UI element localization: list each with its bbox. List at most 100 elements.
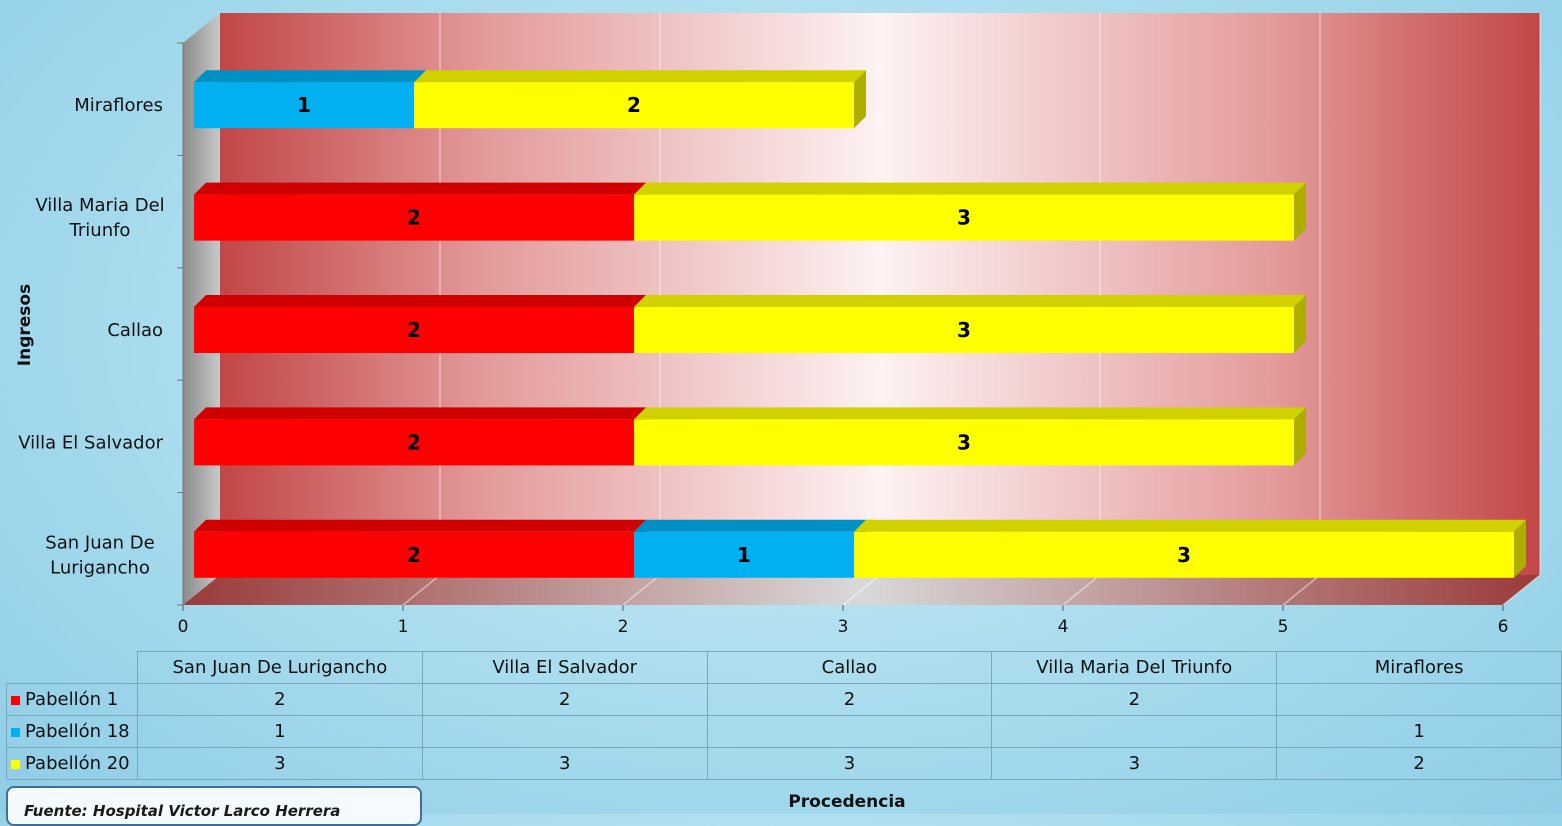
table-column-header: Villa El Salvador [421,651,708,684]
bar-front-face [194,307,634,353]
x-axis-title: Procedencia [788,792,906,812]
legend-swatch [11,759,20,769]
bar-value-label: 1 [297,93,311,117]
bar-segment [634,407,1306,466]
bar-front-face [194,419,634,466]
bars [194,70,1526,578]
bar-front-face [194,82,414,129]
x-tick-label: 4 [1058,617,1069,637]
x-tick-label: 2 [618,617,629,637]
legend-entry: Pabellón 18 [6,715,138,748]
bar-top-face [194,519,646,532]
table-cell: 1 [1276,715,1562,748]
gridline [622,574,661,606]
bar-top-face [634,519,866,532]
y-category-label: Villa Maria Del [35,195,164,216]
bar-side-face [1294,295,1306,353]
bar-top-face [634,182,1306,195]
bar-value-label: 2 [407,206,421,230]
table-cell: 3 [421,747,708,780]
bar-side-face [854,70,866,129]
table-column-header: San Juan De Lurigancho [137,651,423,684]
x-tick-label: 3 [838,617,849,637]
bar-segment [194,70,426,129]
bar-value-label: 2 [407,318,421,342]
bar-segment [194,519,646,578]
bar-front-face [634,194,1294,241]
y-category-label: Triunfo [69,220,131,241]
bar-top-face [414,70,866,83]
bar-segment [634,295,1306,353]
bar-segment [414,70,866,129]
bar-value-label: 3 [957,318,971,342]
bar-segment [194,407,646,466]
y-category-label: San Juan De [45,532,154,553]
x-tick-label: 6 [1498,617,1509,637]
table-cell: 2 [421,683,708,716]
source-note: Fuente: Hospital Victor Larco Herrera [6,786,422,826]
bar-value-label: 3 [1177,543,1191,567]
y-category-label: Callao [107,320,163,341]
bar-top-face [194,407,646,420]
bar-front-face [194,531,634,578]
bar-front-face [634,531,854,578]
table-column-header: Villa Maria Del Triunfo [991,651,1278,684]
table-cell: 3 [991,747,1278,780]
table-column-header: Callao [706,651,993,684]
table-row: Pabellón 18 1 1 [6,715,1562,748]
table-cell: 2 [706,683,993,716]
bar-front-face [414,82,854,129]
table-cell [1276,683,1562,716]
bar-segment [854,519,1526,578]
bar-top-face [854,519,1526,532]
y-axis-title: Ingresos [15,284,35,366]
table-cell: 1 [137,715,423,748]
source-note-text: Fuente: Hospital Victor Larco Herrera [24,802,341,820]
bar-side-face [1514,519,1526,578]
y-category-label: Miraflores [74,95,163,116]
bar-chart: 0 1 2 3 4 5 6 2 1 3 San Juan De Lurigancho 2 3 Villa E… [15,13,1541,637]
bar-value-label: 3 [957,430,971,454]
x-tick-label: 5 [1278,617,1289,637]
gridline [842,574,881,606]
y-category-label: Villa El Salvador [18,432,163,453]
bar-top-face [634,295,1306,307]
labels: 0 1 2 3 4 5 6 2 1 3 San Juan De Lurigancho 2 3 Villa E… [15,93,1508,637]
table-cell: 2 [1276,747,1562,780]
legend-label: Pabellón 20 [25,753,130,774]
table-cell: 3 [706,747,993,780]
table-cell: 3 [137,747,423,780]
bar-top-face [194,182,646,195]
data-table: San Juan De Lurigancho Villa El Salvador C… [6,651,1562,780]
bar-segment [194,182,646,241]
gridline [1282,574,1321,606]
bar-front-face [634,419,1294,466]
legend-swatch [11,727,20,737]
table-row: Pabellón 20 3 3 3 3 2 [6,747,1562,780]
bar-top-face [194,295,646,307]
table-cell [706,715,993,748]
table-body: Pabellón 1 2 2 2 2 Pabellón 18 1 1 Pabellón 20 3 3… [6,683,1562,780]
bar-top-face [634,407,1306,420]
bar-value-label: 2 [407,543,421,567]
gridline [1502,574,1541,606]
gridline [1062,574,1101,606]
legend-label: Pabellón 1 [25,689,119,710]
table-cell [421,715,708,748]
table-column-header: Miraflores [1276,651,1562,684]
legend-swatch [11,695,20,705]
bar-value-label: 2 [407,430,421,454]
table-corner [7,652,138,684]
x-tick-label: 1 [398,617,409,637]
bar-value-label: 2 [627,93,641,117]
table-header-row: San Juan De Lurigancho Villa El Salvador C… [7,651,1562,684]
table-cell: 2 [137,683,423,716]
bar-side-face [1294,407,1306,466]
bar-front-face [194,194,634,241]
legend-entry: Pabellón 20 [6,747,138,780]
bar-front-face [854,531,1514,578]
bar-segment [634,519,866,578]
bar-segment [634,182,1306,241]
x-tick-label: 0 [178,617,189,637]
